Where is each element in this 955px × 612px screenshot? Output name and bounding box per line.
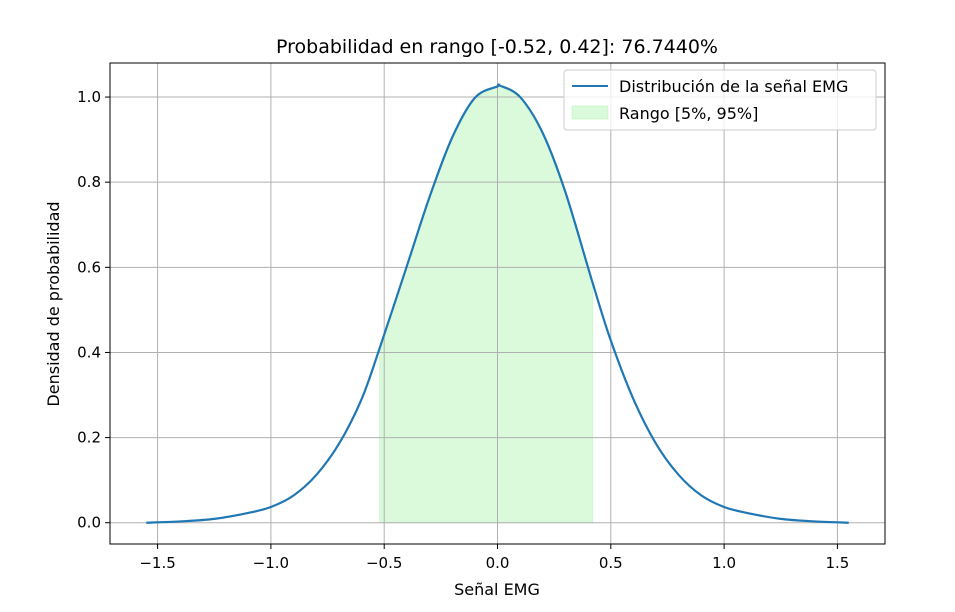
legend-fill-swatch [571,105,609,120]
x-tick-label: 1.5 [825,554,849,572]
y-tick-label: 0.4 [77,343,101,361]
y-tick-label: 1.0 [77,88,101,106]
legend-box [563,69,877,131]
y-axis-ticks: 0.0 0.2 0.4 0.6 0.8 1.0 [77,88,110,532]
y-tick-label: 0.6 [77,258,101,276]
x-axis-label: Señal EMG [454,580,540,599]
y-tick-label: 0.0 [77,514,101,532]
y-tick-label: 0.2 [77,429,101,447]
x-tick-label: 0.5 [599,554,623,572]
x-axis-ticks: −1.5 −1.0 −0.5 0.0 0.5 1.0 1.5 [139,544,849,572]
y-axis-label: Densidad de probabilidad [44,201,63,406]
legend-label-range: Rango [5%, 95%] [619,104,758,123]
y-tick-label: 0.8 [77,173,101,191]
legend: Distribución de la señal EMG Rango [5%, … [563,69,877,131]
line-layer [146,83,849,524]
x-tick-label: 0.0 [486,554,510,572]
x-tick-label: −0.5 [366,554,402,572]
chart-title: Probabilidad en rango [-0.52, 0.42]: 76.… [276,36,718,58]
legend-label-series: Distribución de la señal EMG [619,77,848,96]
x-tick-label: −1.0 [253,554,289,572]
grid-layer [110,63,885,544]
x-tick-label: −1.5 [139,554,175,572]
x-tick-label: 1.0 [712,554,736,572]
distribution-line [146,83,849,524]
